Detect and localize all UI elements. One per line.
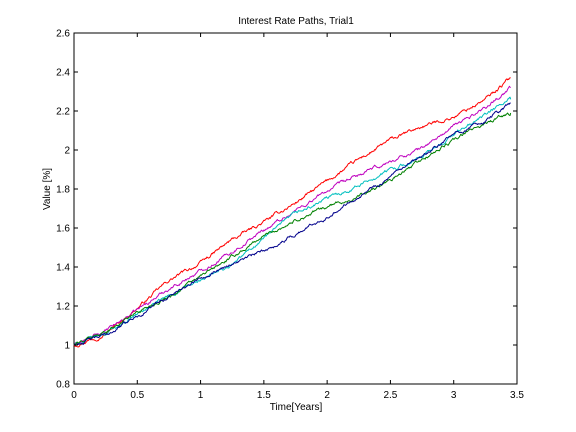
axis-ticks <box>73 32 518 385</box>
series-line-2 <box>73 85 511 346</box>
y-tick-label: 2 <box>64 146 70 157</box>
y-tick-label: 1.8 <box>56 185 70 196</box>
y-tick-label: 1.6 <box>56 224 70 235</box>
x-tick-label: 2.5 <box>383 390 397 401</box>
y-tick-label: 2.2 <box>56 107 70 118</box>
y-tick-label: 2.6 <box>56 29 70 40</box>
y-tick-label: 0.8 <box>56 380 70 391</box>
chart-title: Interest Rate Paths, Trial1 <box>238 16 354 27</box>
x-tick-label: 1.5 <box>257 390 271 401</box>
x-tick-label: 2 <box>324 390 330 401</box>
y-tick-label: 1.2 <box>56 302 70 313</box>
axis-tick-labels: 0 0.5 1 1.5 2 2.5 3 3.5 0.8 1 1.2 1.4 1.6 1.8 2 2.2 2.4 2… <box>56 29 524 402</box>
y-axis-label: Value [%] <box>42 168 53 210</box>
x-axis-label: Time[Years] <box>270 402 323 413</box>
series-lines <box>73 77 512 348</box>
x-tick-label: 0.5 <box>130 390 144 401</box>
y-tick-label: 2.4 <box>56 68 70 79</box>
series-line-5 <box>73 102 511 346</box>
series-line-4 <box>73 112 512 346</box>
plot-area-frame <box>73 32 518 385</box>
x-tick-label: 3.5 <box>510 390 524 401</box>
y-tick-label: 1 <box>64 341 70 352</box>
y-tick-label: 1.4 <box>56 263 70 274</box>
series-line-1 <box>73 77 511 348</box>
x-tick-label: 0 <box>71 390 77 401</box>
x-tick-label: 3 <box>451 390 457 401</box>
x-tick-label: 1 <box>198 390 204 401</box>
